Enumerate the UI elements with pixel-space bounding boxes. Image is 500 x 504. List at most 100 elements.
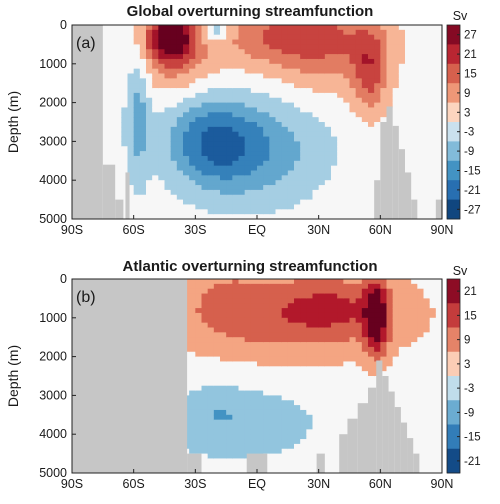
- contour-cell: [170, 194, 178, 201]
- contour-cell: [306, 434, 314, 440]
- contour-cell: [220, 39, 227, 45]
- contour-cell: [269, 209, 277, 215]
- contour-cell: [189, 366, 196, 372]
- contour-cell: [281, 141, 289, 147]
- contour-cell: [337, 361, 344, 367]
- contour-cell: [213, 131, 221, 138]
- contour-cell: [343, 209, 351, 215]
- contour-cell: [220, 361, 227, 367]
- contour-cell: [294, 390, 301, 396]
- contour-cell: [281, 346, 289, 353]
- contour-cell: [331, 279, 338, 285]
- contour-cell: [349, 34, 357, 41]
- contour-cell: [368, 214, 375, 220]
- contour-cell: [349, 68, 357, 75]
- contour-cell: [226, 400, 233, 406]
- contour-cell: [146, 39, 153, 45]
- contour-cell: [398, 49, 406, 55]
- contour-cell: [201, 390, 209, 396]
- contour-cell: [380, 312, 388, 319]
- contour-cell: [176, 185, 184, 191]
- contour-cell: [195, 327, 203, 333]
- contour-cell: [312, 366, 320, 372]
- contour-cell: [109, 73, 116, 79]
- contour-cell: [423, 136, 431, 142]
- contour-cell: [127, 209, 135, 215]
- contour-cell: [281, 419, 289, 426]
- contour-cell: [226, 342, 233, 348]
- contour-cell: [226, 189, 233, 196]
- panel-global: Global overturning streamfunction (a) 90…: [5, 3, 481, 237]
- contour-cell: [213, 371, 221, 377]
- contour-cell: [109, 34, 116, 41]
- contour-cell: [275, 356, 283, 363]
- contour-cell: [300, 419, 307, 426]
- contour-cell: [411, 185, 418, 191]
- contour-cell: [435, 395, 443, 401]
- contour-cell: [176, 92, 184, 99]
- contour-cell: [207, 439, 215, 445]
- contour-cell: [429, 346, 437, 353]
- contour-cell: [300, 209, 307, 215]
- contour-cell: [158, 34, 166, 41]
- contour-cell: [281, 112, 289, 118]
- contour-cell: [238, 405, 246, 411]
- contour-cell: [337, 366, 344, 372]
- contour-cell: [232, 73, 240, 79]
- contour-cell: [263, 303, 270, 309]
- contour-cell: [374, 155, 381, 162]
- contour-cell: [220, 185, 227, 191]
- contour-cell: [226, 293, 233, 299]
- contour-cell: [417, 68, 425, 75]
- contour-cell: [146, 214, 153, 220]
- contour-cell: [405, 400, 412, 406]
- contour-cell: [361, 194, 369, 201]
- land-mask: [392, 125, 399, 219]
- contour-cell: [411, 327, 418, 333]
- contour-cell: [250, 293, 258, 299]
- contour-cell: [213, 34, 221, 41]
- contour-cell: [343, 146, 351, 152]
- contour-cell: [300, 136, 307, 142]
- contour-cell: [398, 380, 406, 387]
- contour-cell: [109, 63, 116, 70]
- contour-cell: [355, 155, 363, 162]
- contour-cell: [324, 175, 332, 181]
- contour-cell: [139, 141, 147, 147]
- contour-cell: [201, 356, 209, 363]
- colorbar-frame: [446, 24, 461, 220]
- contour-cell: [195, 165, 203, 172]
- contour-cell: [349, 414, 357, 421]
- contour-cell: [361, 366, 369, 372]
- contour-cell: [429, 380, 437, 387]
- contour-cell: [263, 317, 270, 324]
- contour-cell: [127, 146, 135, 152]
- contour-cell: [355, 283, 363, 290]
- contour-cell: [158, 44, 166, 50]
- contour-cell: [361, 175, 369, 181]
- contour-cell: [263, 361, 270, 367]
- contour-cell: [269, 39, 277, 45]
- contour-cell: [220, 298, 227, 304]
- contour-cell: [257, 376, 264, 382]
- contour-cell: [213, 390, 221, 396]
- contour-cell: [257, 204, 264, 210]
- contour-cell: [121, 126, 129, 133]
- contour-cell: [423, 303, 431, 309]
- contour-cell: [300, 448, 307, 455]
- contour-cell: [207, 131, 215, 138]
- contour-cell: [115, 83, 122, 89]
- contour-cell: [232, 54, 240, 60]
- contour-cell: [250, 68, 258, 75]
- contour-cell: [281, 165, 289, 172]
- contour-cell: [244, 49, 252, 55]
- contour-cell: [349, 25, 357, 31]
- contour-cell: [250, 204, 258, 210]
- contour-cell: [244, 327, 252, 333]
- contour-cell: [368, 185, 375, 191]
- contour-cell: [238, 54, 246, 60]
- contour-cell: [281, 29, 289, 36]
- contour-cell: [380, 73, 388, 79]
- contour-cell: [398, 346, 406, 353]
